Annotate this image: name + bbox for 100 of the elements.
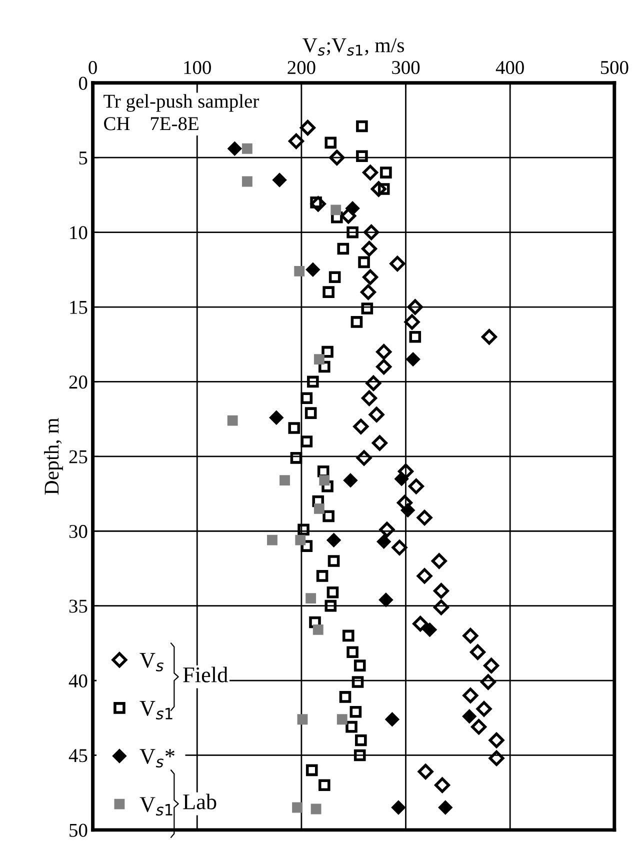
point bbox=[480, 674, 496, 690]
point bbox=[317, 465, 330, 478]
point bbox=[471, 719, 487, 735]
point bbox=[316, 570, 328, 582]
point bbox=[361, 240, 378, 257]
point bbox=[488, 732, 504, 748]
point bbox=[362, 269, 378, 285]
point bbox=[324, 600, 337, 612]
point bbox=[292, 802, 302, 813]
point bbox=[376, 534, 391, 549]
point bbox=[409, 330, 422, 343]
point bbox=[294, 266, 305, 276]
point bbox=[394, 472, 409, 486]
point bbox=[352, 676, 364, 688]
point bbox=[307, 376, 319, 388]
point bbox=[288, 422, 300, 434]
point bbox=[350, 316, 363, 328]
point bbox=[361, 390, 378, 406]
point bbox=[422, 622, 437, 637]
point bbox=[306, 593, 316, 604]
point bbox=[364, 224, 380, 240]
legend-label: V$_{s}$ bbox=[140, 652, 164, 672]
point bbox=[370, 181, 386, 197]
point bbox=[380, 166, 392, 178]
point bbox=[418, 764, 434, 780]
point bbox=[322, 346, 334, 358]
point bbox=[343, 473, 358, 488]
point bbox=[358, 256, 370, 268]
y-tick-label: 25 bbox=[69, 450, 88, 464]
point bbox=[326, 586, 339, 598]
point bbox=[433, 583, 450, 599]
point bbox=[326, 533, 341, 548]
x-axis-title: V$_{s}$;V$_{s1}$, m/s bbox=[302, 38, 404, 56]
point bbox=[300, 120, 316, 136]
annotation: Lab bbox=[183, 794, 216, 810]
point bbox=[408, 478, 424, 494]
y-tick-label: 15 bbox=[70, 300, 88, 314]
point bbox=[361, 302, 374, 314]
point bbox=[378, 592, 394, 607]
legend-label: V$_{s1}$ bbox=[140, 701, 172, 720]
point bbox=[404, 314, 420, 330]
point bbox=[290, 452, 302, 464]
point bbox=[242, 176, 252, 187]
point bbox=[372, 435, 388, 451]
point bbox=[346, 646, 358, 658]
x-tick-label: 200 bbox=[288, 60, 316, 74]
annotation: Tr gel-push sampler CH 7E-8E bbox=[104, 94, 259, 130]
point bbox=[366, 375, 382, 391]
point bbox=[379, 522, 395, 538]
point bbox=[390, 256, 406, 272]
point bbox=[362, 164, 378, 180]
point bbox=[330, 204, 342, 216]
point bbox=[342, 630, 354, 642]
point bbox=[406, 352, 420, 366]
point bbox=[300, 436, 313, 448]
y-tick-label: 35 bbox=[69, 600, 88, 613]
x-tick-label: 500 bbox=[600, 60, 628, 74]
y-tick-label: 5 bbox=[79, 152, 88, 165]
y-tick-label: 50 bbox=[70, 824, 88, 837]
point bbox=[416, 510, 432, 526]
point bbox=[462, 628, 478, 644]
point bbox=[350, 706, 362, 718]
point bbox=[476, 701, 492, 717]
point bbox=[328, 555, 340, 567]
point bbox=[318, 779, 330, 792]
point bbox=[346, 720, 358, 733]
point bbox=[310, 804, 322, 814]
point bbox=[312, 624, 324, 635]
point bbox=[297, 714, 308, 725]
point bbox=[438, 800, 452, 815]
point bbox=[267, 534, 278, 546]
point bbox=[300, 392, 313, 404]
point bbox=[280, 475, 290, 486]
point bbox=[319, 475, 330, 486]
point bbox=[462, 688, 478, 704]
legend-label: V$_{s}$* bbox=[140, 749, 174, 768]
point bbox=[312, 495, 324, 508]
point bbox=[391, 800, 406, 815]
point bbox=[356, 120, 368, 132]
point bbox=[400, 503, 415, 518]
annotation: Field bbox=[183, 666, 228, 682]
point bbox=[328, 271, 341, 284]
point bbox=[368, 406, 384, 422]
point bbox=[346, 226, 358, 238]
point bbox=[228, 142, 242, 156]
point bbox=[314, 504, 324, 514]
x-tick-label: 400 bbox=[496, 60, 524, 74]
point bbox=[331, 211, 343, 224]
point bbox=[227, 415, 238, 426]
point bbox=[314, 354, 324, 365]
point bbox=[242, 143, 252, 154]
y-tick-label: 10 bbox=[70, 226, 88, 240]
point bbox=[470, 644, 486, 660]
y-tick-label: 40 bbox=[68, 674, 88, 688]
point bbox=[360, 284, 376, 300]
point bbox=[288, 133, 304, 149]
y-tick-label: 0 bbox=[78, 76, 88, 90]
point bbox=[431, 553, 447, 569]
point bbox=[304, 407, 317, 419]
point bbox=[345, 201, 360, 216]
